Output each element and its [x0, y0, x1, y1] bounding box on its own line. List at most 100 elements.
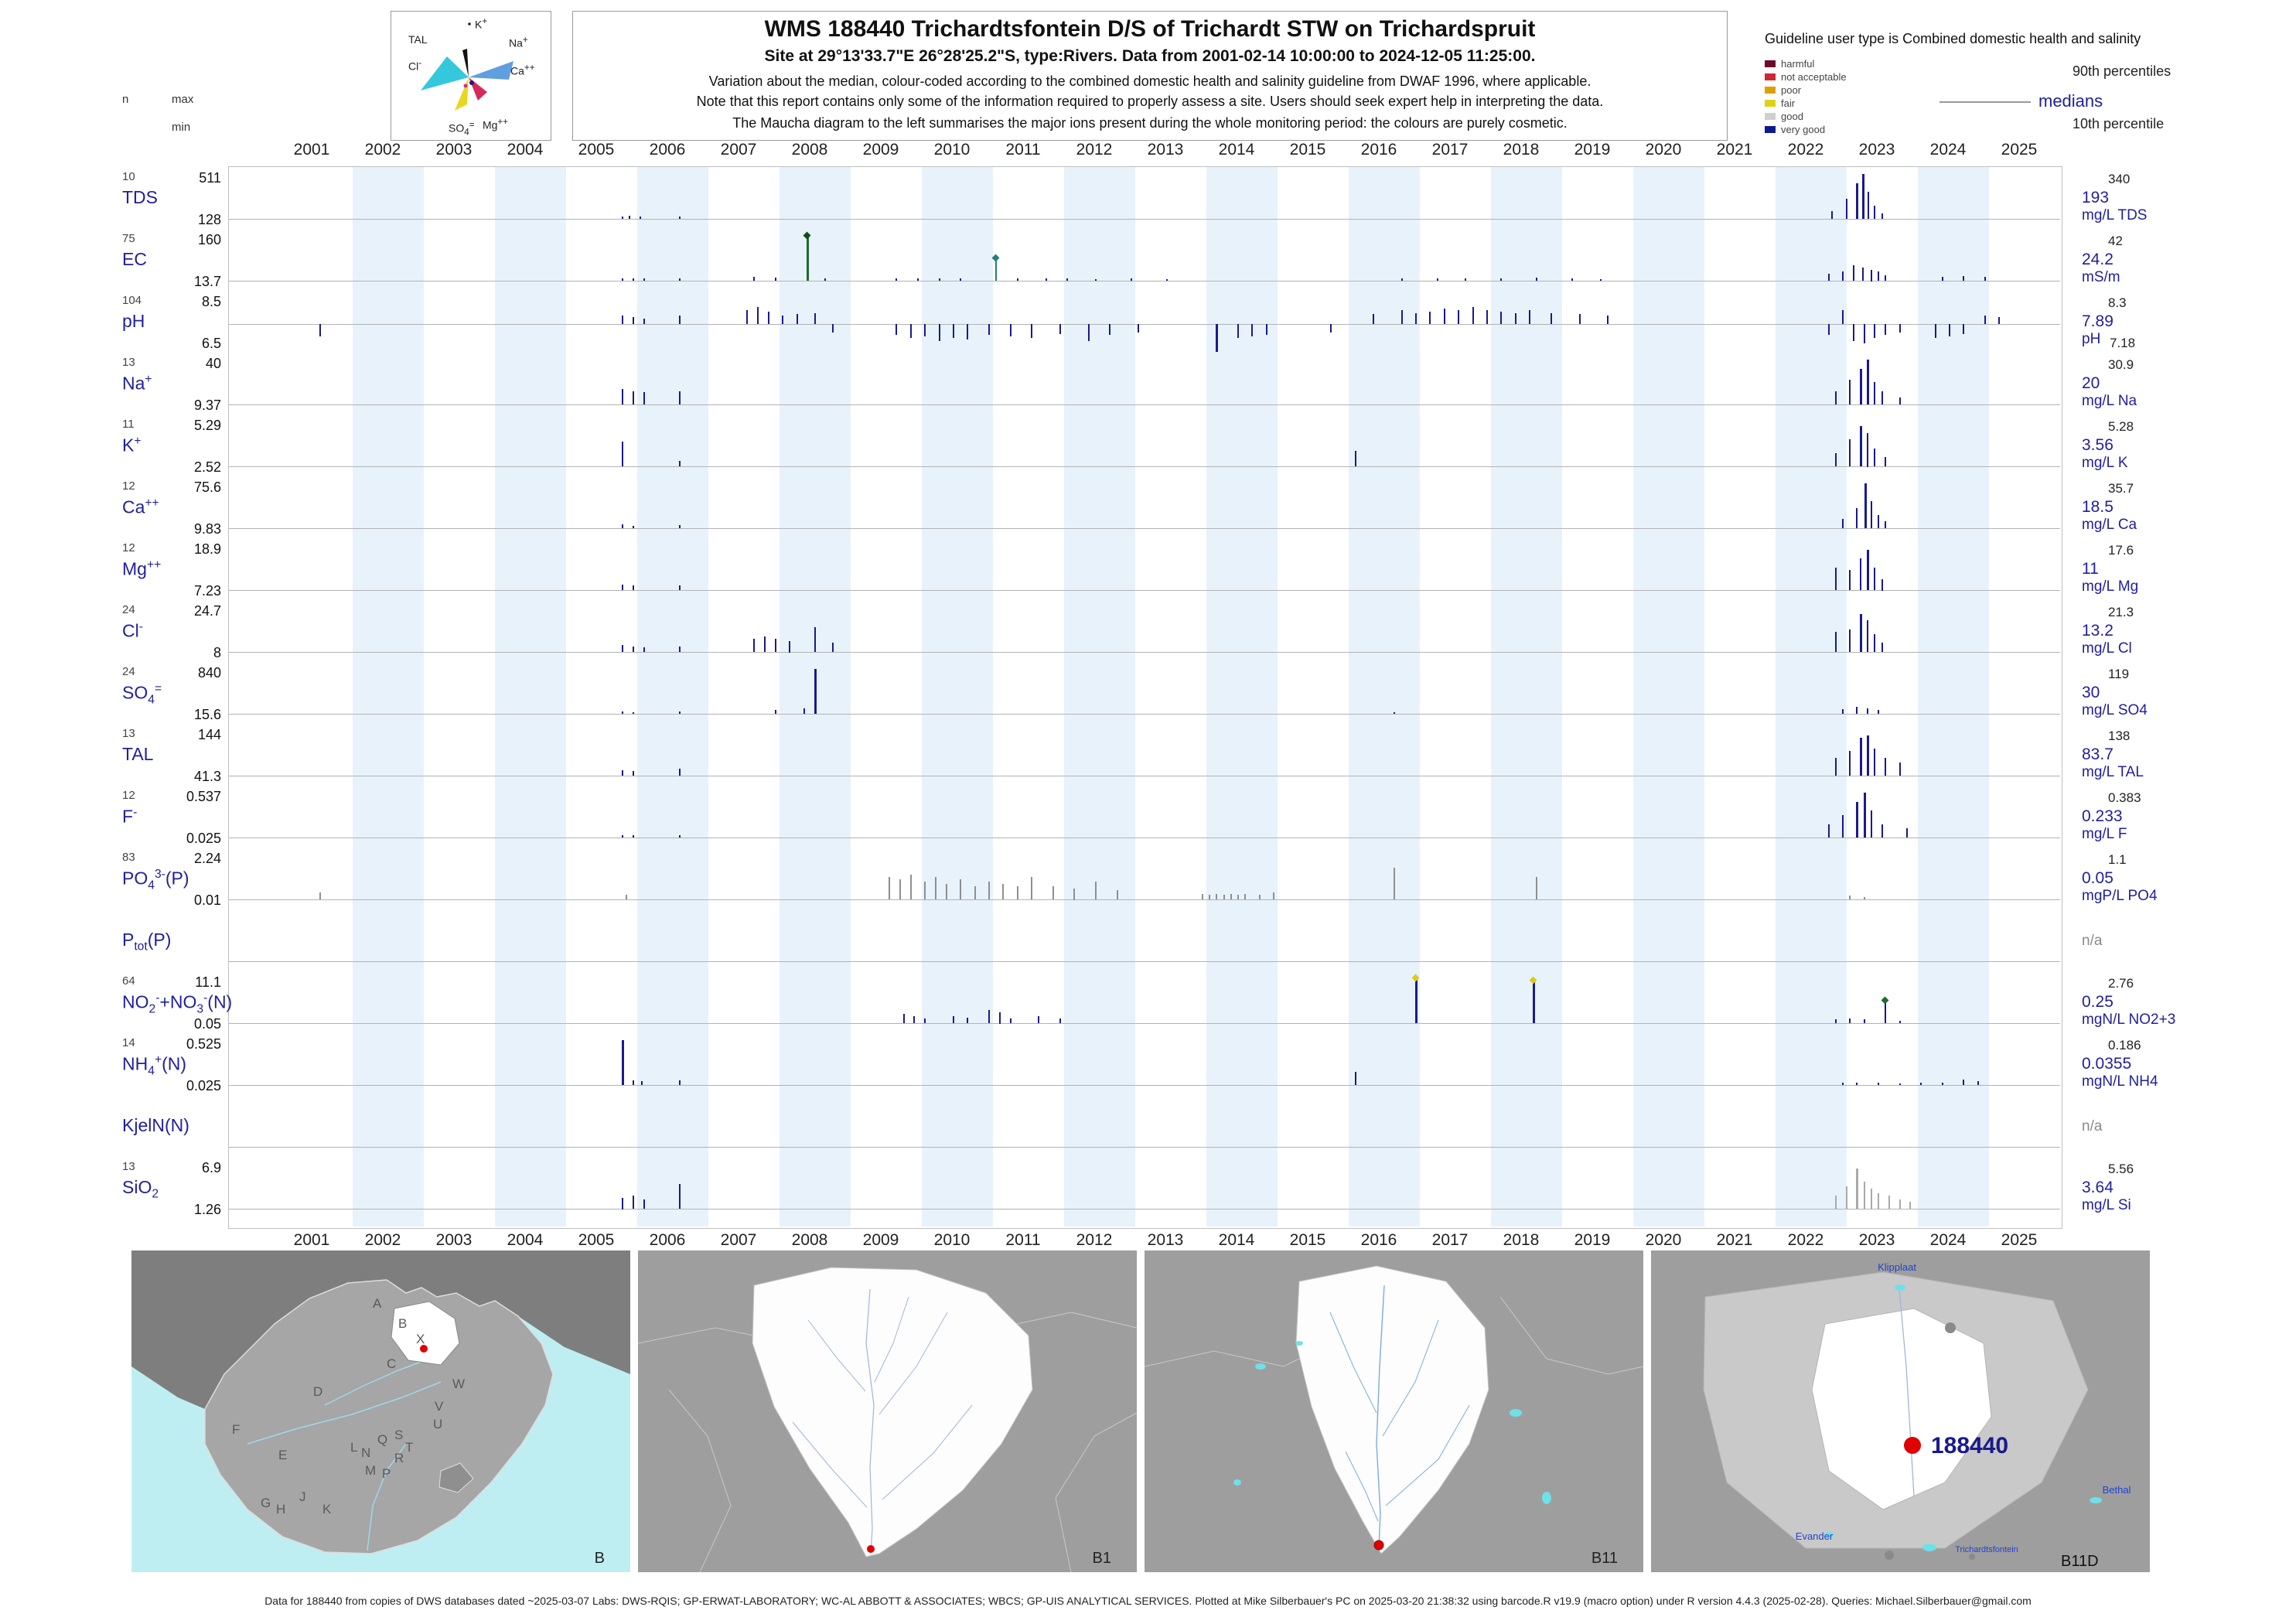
data-bar [1059, 324, 1061, 334]
data-bar [1899, 1083, 1901, 1085]
p90-value: 17.6 [2108, 543, 2134, 558]
median-line [229, 466, 2060, 467]
max-value: 144 [197, 727, 221, 742]
year-label: 2007 [720, 1231, 757, 1249]
unit-label: mgN/L NH4 [2082, 1073, 2158, 1090]
p10-legend-label: 10th percentile [2073, 116, 2165, 131]
param-name-nh4: NH4+(N) [122, 1053, 186, 1078]
data-bar [764, 636, 766, 652]
region-letter-R: R [394, 1451, 404, 1465]
min-value: 9.83 [193, 521, 221, 537]
data-bar [999, 1012, 1001, 1024]
data-bar [807, 236, 809, 281]
catchment-b11d-outline [1811, 1308, 1992, 1510]
maucha-label-tal: TAL [408, 33, 428, 46]
catchment-b-highlight [391, 1301, 460, 1366]
unit-label: mgN/L NO2+3 [2082, 1012, 2176, 1028]
maucha-dot-navy [469, 80, 474, 85]
year-label: 2025 [2001, 141, 2038, 159]
data-bar [679, 316, 681, 325]
maucha-label-na: Na+ [509, 35, 528, 49]
data-bar [1059, 1018, 1061, 1024]
unit-label: mg/L Si [2082, 1197, 2131, 1213]
year-band [1491, 167, 1562, 1227]
data-bar [1885, 757, 1886, 776]
region-letter-E: E [278, 1448, 287, 1462]
data-bar [622, 585, 623, 591]
data-bar [626, 895, 627, 900]
data-bar [789, 640, 790, 653]
data-bar [633, 525, 634, 528]
p10-value: 7.18 [2110, 336, 2136, 350]
data-bar [1871, 1188, 1872, 1209]
catchment-b1-outline [752, 1267, 1033, 1557]
year-label: 2018 [1503, 1231, 1540, 1249]
data-bar [1849, 380, 1851, 405]
maucha-label-ca: Ca++ [510, 63, 535, 77]
data-bar [633, 585, 634, 591]
data-bar [1002, 883, 1004, 899]
data-bar [622, 1040, 624, 1085]
data-bar [1867, 708, 1868, 715]
data-bar [1415, 312, 1417, 324]
place-label-trichardtsfontein: Trichardtsfontein [1955, 1545, 2018, 1554]
data-bar [1846, 198, 1847, 219]
median-line [229, 324, 2060, 325]
region-letter-S: S [394, 1428, 403, 1442]
p90-value: 42 [2108, 234, 2123, 248]
median-value: 3.64 [2082, 1179, 2113, 1196]
title-box: WMS 188440 Trichardtsfontein D/S of Tric… [572, 11, 1728, 141]
sample-count: 24 [122, 665, 135, 678]
data-bar [1963, 276, 1964, 281]
median-line [229, 590, 2060, 591]
river-line [807, 1319, 866, 1392]
map-b11-label: B11 [1592, 1550, 1618, 1567]
data-bar [1856, 1082, 1858, 1085]
data-bar [633, 835, 634, 838]
data-bar [1849, 439, 1851, 467]
data-bar [622, 834, 623, 838]
data-bar [1515, 312, 1516, 324]
data-bar [903, 1014, 905, 1024]
river-line [1899, 1288, 1915, 1497]
data-bar [1202, 894, 1203, 900]
max-value: 75.6 [193, 479, 221, 495]
region-letter-G: G [261, 1496, 271, 1510]
data-bar [953, 324, 954, 338]
sample-count: 12 [122, 789, 135, 802]
param-name-kjeln: KjelN(N) [122, 1115, 189, 1135]
year-band [1064, 167, 1135, 1227]
unit-label: mg/L Cl [2082, 640, 2132, 657]
maucha-wedge-black [462, 49, 469, 77]
p90-value: 0.383 [2108, 790, 2141, 805]
max-value: 840 [197, 665, 221, 681]
river-line [1385, 1404, 1470, 1506]
maucha-diagram-box: TAL K+ Na+ Ca++ Mg++ SO4= Cl- [391, 11, 551, 141]
data-bar [768, 311, 769, 324]
p90-value: 30.9 [2108, 357, 2134, 372]
data-bar [1942, 1082, 1943, 1085]
sample-count: 64 [122, 974, 135, 988]
region-letter-A: A [373, 1296, 382, 1311]
median-value: 24.2 [2082, 251, 2113, 268]
median-line [229, 528, 2060, 529]
data-bar [1885, 324, 1886, 335]
data-bar [1536, 277, 1537, 281]
water-body [1510, 1409, 1522, 1417]
median-value: 7.89 [2082, 312, 2113, 330]
maucha-wedge-cyan [421, 56, 469, 90]
guideline-classes: harmful not acceptable poor fair good very go… [1765, 57, 1847, 136]
year-label: 2005 [578, 1231, 615, 1249]
data-bar [1166, 278, 1168, 281]
data-bar [960, 278, 961, 281]
median-value: 11 [2082, 560, 2099, 578]
data-bar [1942, 277, 1943, 281]
guideline-class-label: not acceptable [1781, 71, 1847, 83]
min-value: 41.3 [193, 769, 221, 784]
data-bar [1536, 877, 1537, 899]
region-letter-L: L [350, 1440, 357, 1455]
sample-count: 83 [122, 851, 135, 864]
p90-value: 21.3 [2108, 605, 2134, 619]
min-value: 0.05 [193, 1016, 221, 1032]
map-panel-b1: B1 [638, 1250, 1137, 1572]
